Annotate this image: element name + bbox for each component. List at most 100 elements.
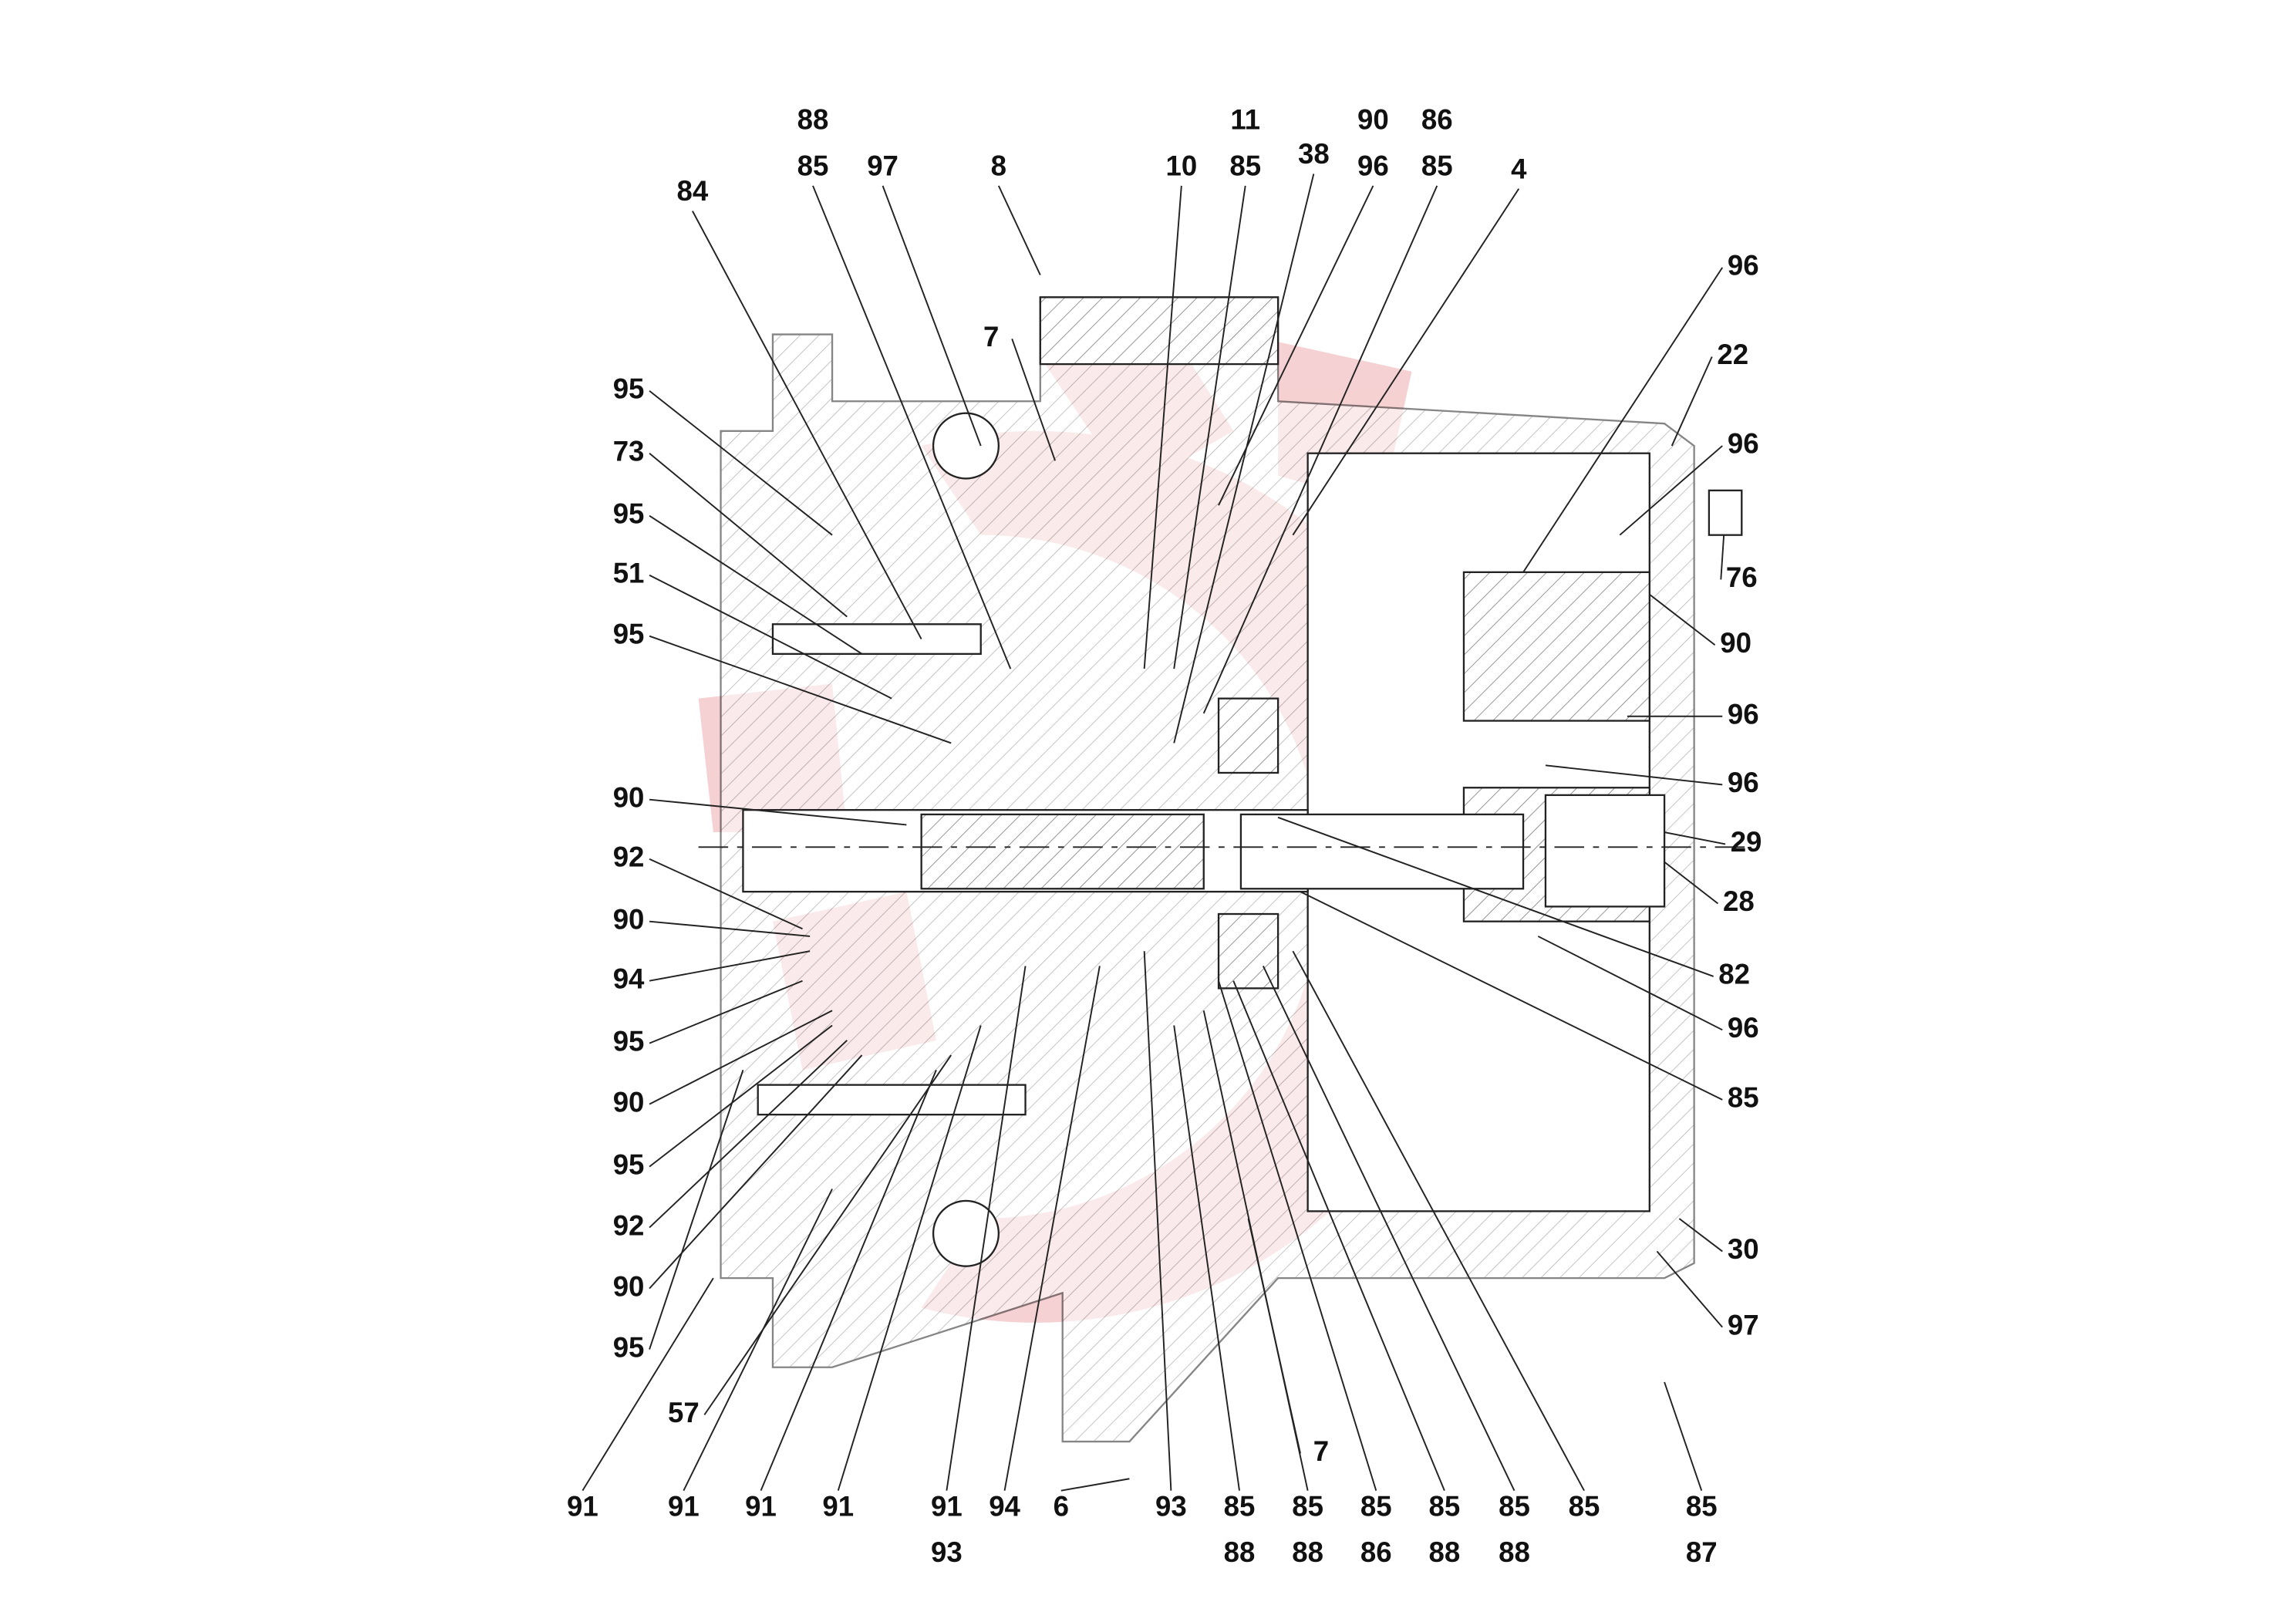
leader-line xyxy=(1664,831,1726,845)
callout-label: 91 xyxy=(567,1490,598,1522)
callout-label: 38 xyxy=(1298,138,1330,170)
callout-label: 97 xyxy=(1728,1309,1759,1340)
leader-line xyxy=(1656,1250,1723,1328)
leader-line xyxy=(1277,816,1714,977)
leader-line xyxy=(649,858,803,930)
leader-line xyxy=(1300,891,1723,1101)
leader-line xyxy=(649,1010,833,1105)
leader-line xyxy=(649,574,892,700)
leader-line xyxy=(882,185,982,447)
leader-line xyxy=(1664,861,1719,905)
callout-label: 22 xyxy=(1717,339,1748,370)
callout-label: 51 xyxy=(613,557,645,588)
callout-label: 29 xyxy=(1731,826,1762,858)
callout-label: 90 xyxy=(613,1086,645,1118)
callout-label: 84 xyxy=(677,175,709,207)
leader-line xyxy=(1003,966,1101,1491)
leader-line xyxy=(649,514,863,655)
leader-line xyxy=(649,1054,863,1290)
leader-line xyxy=(649,980,803,1044)
callout-label: 30 xyxy=(1728,1233,1759,1265)
callout-label: 96 xyxy=(1728,698,1759,730)
leader-line xyxy=(1173,185,1246,669)
leader-line xyxy=(1649,593,1716,646)
callout-label: 88 xyxy=(797,104,829,136)
leader-line xyxy=(1202,185,1438,714)
leader-line xyxy=(1545,764,1723,786)
callout-label: 94 xyxy=(613,963,645,994)
callout-label: 85 xyxy=(1499,1490,1530,1522)
leader-line xyxy=(649,452,848,618)
callout-label: 88 xyxy=(1292,1536,1323,1568)
leader-line xyxy=(1671,356,1713,447)
callout-label: 4 xyxy=(1511,153,1527,184)
leader-line xyxy=(649,635,952,744)
callout-label: 97 xyxy=(867,150,899,181)
callout-label: 93 xyxy=(931,1536,963,1568)
callout-label: 91 xyxy=(668,1490,700,1522)
leader-line xyxy=(1292,188,1520,536)
leader-line xyxy=(1143,951,1172,1491)
callout-label: 90 xyxy=(613,903,645,935)
leader-line xyxy=(649,390,833,536)
callout-label: 86 xyxy=(1421,104,1453,136)
callout-label: 96 xyxy=(1728,767,1759,798)
leader-line xyxy=(1218,980,1377,1491)
callout-label: 90 xyxy=(613,1270,645,1302)
callout-label: 85 xyxy=(1728,1082,1759,1114)
leader-line xyxy=(1619,445,1723,536)
callout-label: 96 xyxy=(1357,150,1389,181)
callout-label: 85 xyxy=(1421,150,1453,181)
callout-label: 82 xyxy=(1718,959,1750,990)
callout-label: 88 xyxy=(1499,1536,1530,1568)
leader-line xyxy=(1232,980,1445,1492)
callout-label: 96 xyxy=(1728,1012,1759,1044)
callout-label: 8 xyxy=(991,150,1006,181)
callout-label: 91 xyxy=(822,1490,854,1522)
leader-line xyxy=(1537,936,1723,1031)
callout-label: 92 xyxy=(613,1209,645,1241)
callout-label: 85 xyxy=(797,150,829,181)
callout-label: 93 xyxy=(1155,1490,1187,1522)
callout-label: 73 xyxy=(613,435,645,467)
callout-label: 85 xyxy=(1292,1490,1323,1522)
callout-label: 11 xyxy=(1230,104,1260,136)
leader-line xyxy=(703,1054,952,1415)
callout-label: 96 xyxy=(1728,250,1759,282)
leader-line xyxy=(760,1069,937,1492)
callout-label: 57 xyxy=(668,1397,700,1428)
callout-label: 76 xyxy=(1726,561,1758,593)
callout-label: 91 xyxy=(931,1490,963,1522)
leader-line xyxy=(692,211,922,640)
callout-label: 86 xyxy=(1360,1536,1392,1568)
callout-label: 7 xyxy=(983,321,999,352)
leader-line xyxy=(1247,1218,1301,1454)
leader-line xyxy=(837,1025,982,1491)
leader-line xyxy=(649,1040,848,1229)
leader-line xyxy=(649,920,811,937)
leader-line xyxy=(1218,185,1374,506)
callout-label: 85 xyxy=(1224,1490,1256,1522)
callout-label: 87 xyxy=(1686,1536,1718,1568)
callout-label: 85 xyxy=(1569,1490,1600,1522)
callout-label: 90 xyxy=(1720,627,1752,659)
leader-line xyxy=(649,950,811,982)
leader-line xyxy=(1173,174,1315,744)
callout-label: 95 xyxy=(613,497,645,529)
leader-line xyxy=(649,798,907,826)
leader-line xyxy=(683,1189,833,1492)
leader-line xyxy=(812,185,1012,669)
leader-line xyxy=(1011,339,1056,461)
leader-line xyxy=(1060,1478,1130,1492)
leader-line xyxy=(1678,1218,1723,1253)
leader-line xyxy=(946,966,1027,1491)
callout-label: 10 xyxy=(1165,150,1197,181)
callout-label: 28 xyxy=(1723,885,1755,917)
callout-label: 88 xyxy=(1429,1536,1461,1568)
leader-line xyxy=(1262,966,1515,1492)
callout-label: 85 xyxy=(1429,1490,1461,1522)
callout-label: 85 xyxy=(1686,1490,1718,1522)
callout-label: 90 xyxy=(613,781,645,813)
leader-line xyxy=(1664,1381,1703,1491)
leader-line xyxy=(649,1024,833,1168)
